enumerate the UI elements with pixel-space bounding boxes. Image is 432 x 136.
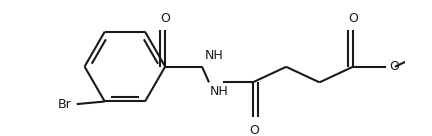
Text: O: O xyxy=(389,60,399,73)
Text: O: O xyxy=(348,12,358,25)
Text: O: O xyxy=(160,12,170,24)
Text: O: O xyxy=(250,123,260,136)
Text: Br: Br xyxy=(58,98,71,112)
Text: NH: NH xyxy=(205,49,223,62)
Text: NH: NH xyxy=(210,85,229,98)
